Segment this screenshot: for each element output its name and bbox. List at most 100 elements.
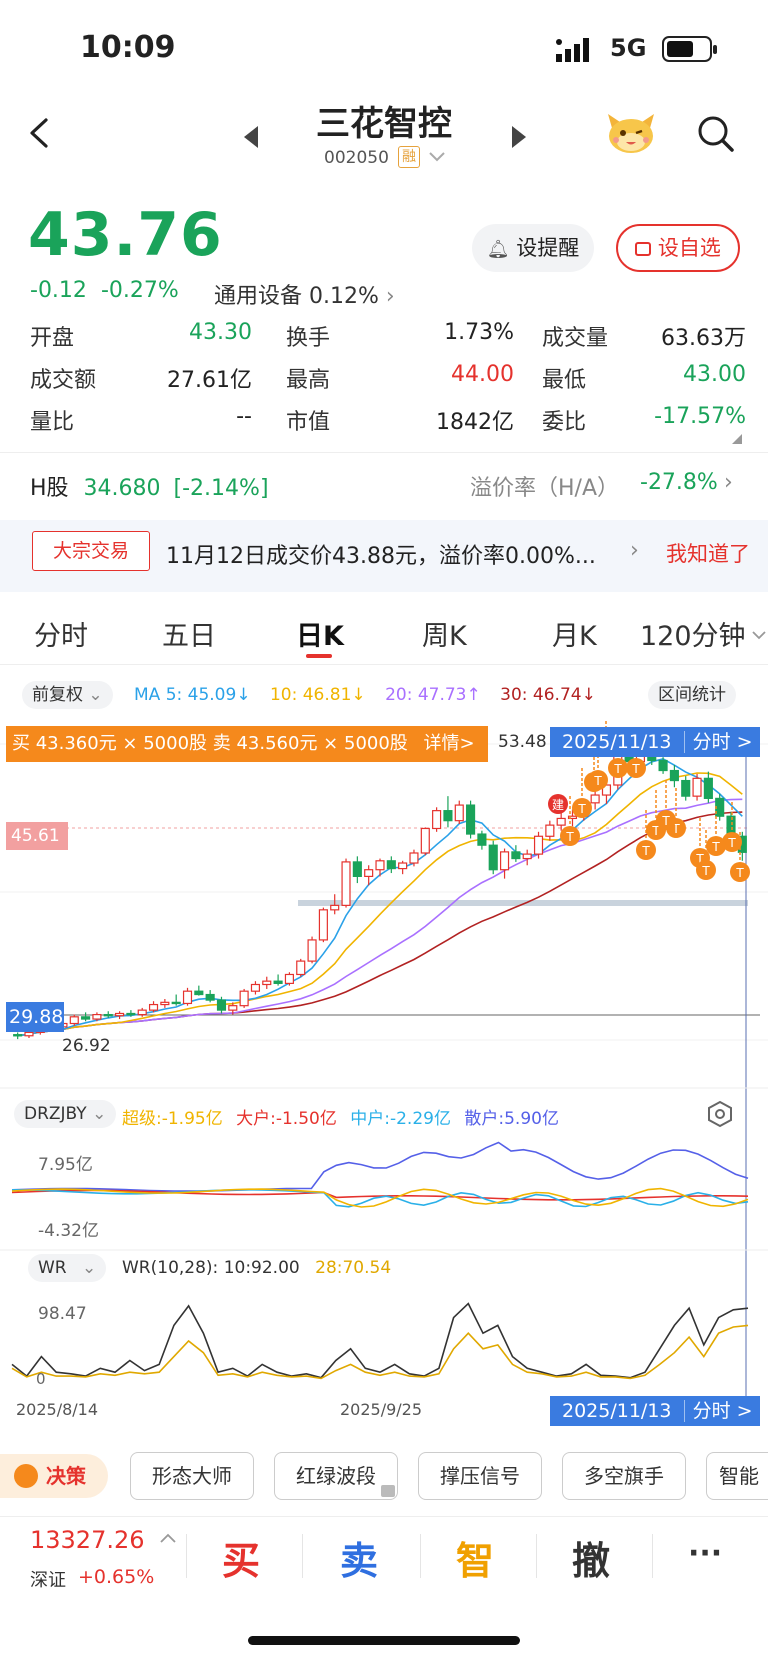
dismiss-notice-button[interactable]: 我知道了 xyxy=(666,542,750,566)
candle xyxy=(703,777,713,799)
tab-daily-k[interactable]: 日K xyxy=(296,621,344,652)
smart-button[interactable]: 智 xyxy=(456,1539,495,1583)
decision-button[interactable]: 决策 xyxy=(0,1454,108,1498)
retail-line xyxy=(11,1141,749,1192)
range-stats-button[interactable]: 区间统计 xyxy=(648,681,736,709)
chevron-down-icon[interactable] xyxy=(752,630,766,640)
cancel-order-button[interactable]: 撤 xyxy=(572,1539,611,1583)
chip-pattern-master[interactable]: 形态大师 xyxy=(130,1452,254,1500)
ma20-value: 20: 47.73↑ xyxy=(385,685,481,705)
next-stock-icon[interactable] xyxy=(512,126,526,148)
settings-hexagon-icon[interactable] xyxy=(706,1100,734,1128)
quote-label: 最高 xyxy=(286,368,331,393)
adjust-mode-dropdown[interactable]: 前复权 ⌄ xyxy=(22,681,113,709)
chevron-right-icon[interactable]: › xyxy=(630,538,639,563)
date-tag-top[interactable]: 2025/11/13 分时 > xyxy=(550,727,760,757)
active-tab-indicator xyxy=(306,654,332,658)
sector-link[interactable]: 通用设备 0.12% › xyxy=(214,278,395,310)
tab-weekly-k[interactable]: 周K xyxy=(422,621,467,652)
candle xyxy=(341,861,351,906)
tab-monthly-k[interactable]: 月K xyxy=(552,621,597,652)
wr10-value: 10:92.00 xyxy=(223,1258,300,1278)
candle xyxy=(81,1016,91,1020)
chevron-down-icon[interactable] xyxy=(428,150,446,164)
candle xyxy=(681,779,691,797)
candle xyxy=(13,1034,23,1037)
candle xyxy=(126,1012,136,1016)
t-marker-label: T xyxy=(565,830,574,844)
expand-corner-icon[interactable] xyxy=(732,434,742,444)
large-value: 大户:-1.50亿 xyxy=(236,1109,337,1129)
block-trade-tag[interactable]: 大宗交易 xyxy=(32,531,150,571)
sell-button[interactable]: 卖 xyxy=(340,1539,379,1583)
candle xyxy=(273,980,283,984)
build-marker xyxy=(548,794,568,814)
order-details-link[interactable]: 详情> xyxy=(423,733,475,754)
chip-red-green-band[interactable]: 红绿波段 xyxy=(274,1452,398,1500)
notice-text[interactable]: 11月12日成交价43.88元，溢价率0.00%... xyxy=(166,544,596,569)
t-marker-label: T xyxy=(671,822,680,836)
candle xyxy=(386,860,396,870)
index-name: 深证 xyxy=(30,1570,66,1591)
drzjby-axis-max: 7.95亿 xyxy=(38,1155,93,1175)
candle xyxy=(466,804,476,835)
wr10-line xyxy=(11,1302,749,1379)
add-watchlist-button[interactable]: 设自选 xyxy=(616,224,740,272)
ma-values: MA 5: 45.09↓ 10: 46.81↓ 20: 47.73↑ 30: 4… xyxy=(134,685,610,705)
drzjby-dropdown[interactable]: DRZJBY ⌄ xyxy=(14,1100,117,1128)
quote-value: 1842亿 xyxy=(436,410,514,435)
intraday-link[interactable]: 分时 > xyxy=(683,731,753,753)
tab-120min[interactable]: 120分钟 xyxy=(640,621,746,652)
chip-long-short[interactable]: 多空旗手 xyxy=(562,1452,686,1500)
prev-stock-icon[interactable] xyxy=(244,126,258,148)
drzjby-axis-min: -4.32亿 xyxy=(38,1221,99,1241)
more-button[interactable]: ··· xyxy=(688,1536,723,1571)
candle xyxy=(567,815,578,820)
current-price: 43.76 xyxy=(28,200,223,270)
candle xyxy=(284,973,294,984)
mascot-icon[interactable] xyxy=(606,110,656,154)
quote-value: 63.63万 xyxy=(661,326,746,351)
t-marker-label: T xyxy=(613,762,622,776)
candle xyxy=(171,1001,181,1005)
h-share-row[interactable]: H股 34.680 [-2.14%] 溢价率（H/A） -27.8% › xyxy=(30,470,740,502)
candle xyxy=(228,1005,238,1011)
candle xyxy=(533,835,544,855)
mid-value: 中户:-2.29亿 xyxy=(350,1109,451,1129)
chip-support-pressure[interactable]: 撑压信号 xyxy=(418,1452,542,1500)
support-band xyxy=(298,900,748,906)
order-book-bar[interactable]: 买 43.360元 × 5000股 卖 43.560元 × 5000股 详情> xyxy=(6,726,488,762)
x-tick-mid: 2025/9/25 xyxy=(340,1400,423,1419)
quote-value: 27.61亿 xyxy=(167,368,252,393)
candle xyxy=(352,861,362,877)
kline-chart[interactable]: TTTTTTTTTTTTTTTT建 xyxy=(0,720,768,1410)
wr-dropdown[interactable]: WR ⌄ xyxy=(28,1254,107,1282)
quote-value: 44.00 xyxy=(451,362,514,387)
tab-five-day[interactable]: 五日 xyxy=(162,621,216,652)
chevron-up-icon[interactable] xyxy=(160,1532,176,1544)
wr-axis-min: 0 xyxy=(36,1370,46,1388)
chevron-right-icon: › xyxy=(724,470,733,495)
t-marker-label: T xyxy=(641,844,650,858)
tab-intraday[interactable]: 分时 xyxy=(34,621,88,652)
search-icon[interactable] xyxy=(696,114,736,154)
chip-smart[interactable]: 智能 xyxy=(706,1452,768,1500)
buy-button[interactable]: 买 xyxy=(222,1539,261,1583)
set-alert-button[interactable]: 🔔︎ 设提醒 xyxy=(472,224,594,272)
quote-label: 最低 xyxy=(542,368,587,393)
set-alert-label: 设提醒 xyxy=(516,236,580,260)
t-marker-label: T xyxy=(593,774,602,788)
candle xyxy=(160,1001,170,1006)
back-arrow-icon[interactable] xyxy=(26,118,56,148)
index-value[interactable]: 13327.26 xyxy=(30,1526,145,1554)
date-tag-bottom[interactable]: 2025/11/13 分时 > xyxy=(550,1396,760,1426)
wr28-value: 28:70.54 xyxy=(315,1258,392,1278)
divider xyxy=(652,1534,653,1578)
intraday-link[interactable]: 分时 > xyxy=(683,1400,753,1422)
chevron-right-icon: › xyxy=(385,284,395,309)
build-marker-label: 建 xyxy=(552,798,564,812)
quote-value: -- xyxy=(236,404,252,429)
add-watchlist-label: 设自选 xyxy=(657,236,721,260)
t-marker-label: T xyxy=(695,852,704,866)
sector-percent: 0.12% xyxy=(309,284,379,309)
